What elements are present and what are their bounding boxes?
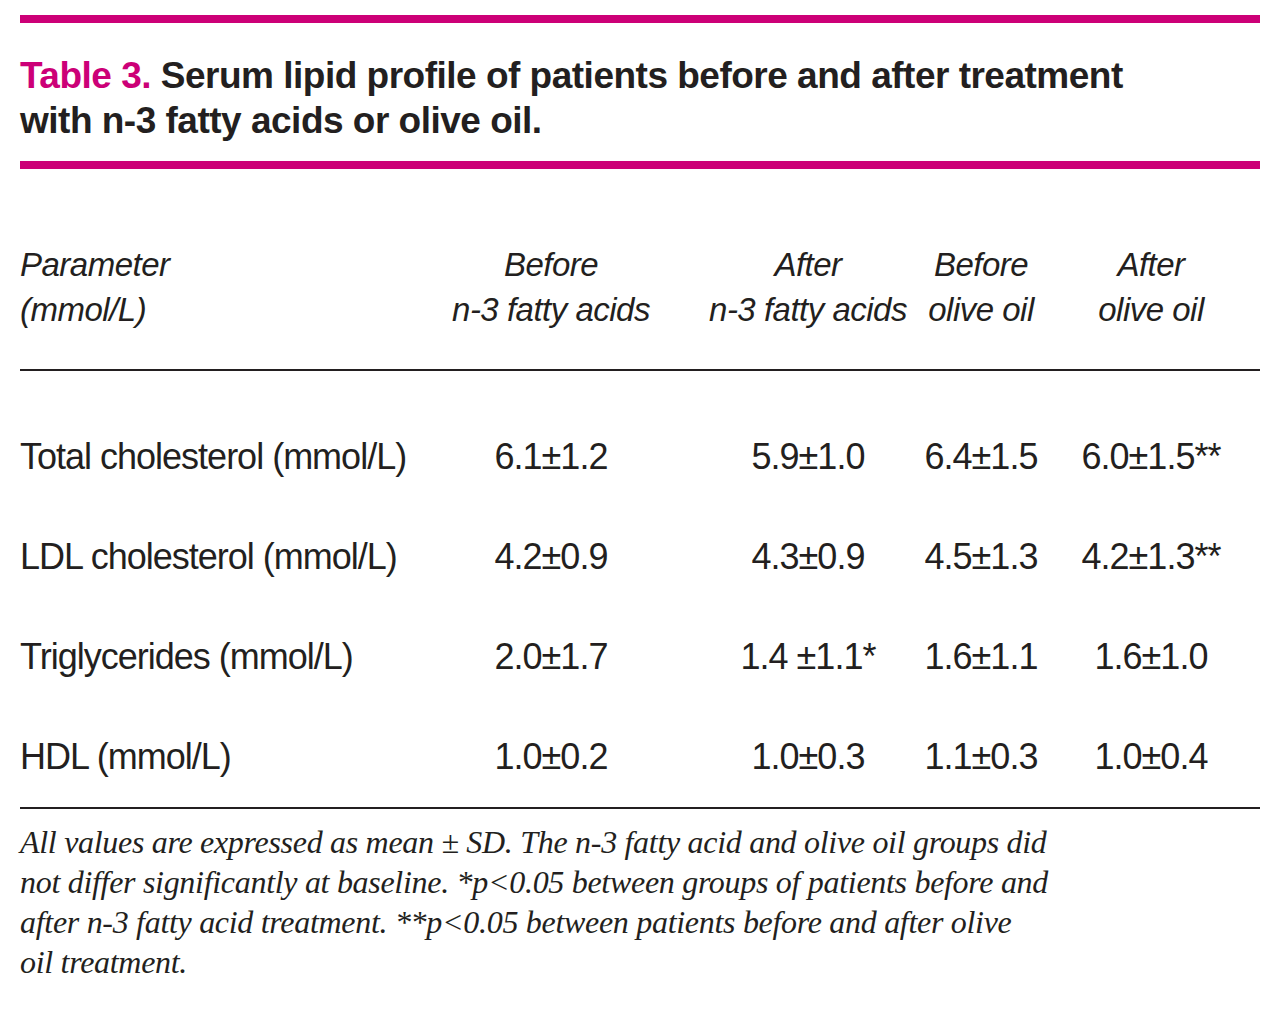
header-after-n3-line2: n-3 fatty acids [696, 287, 920, 332]
value-after-olive: 1.6±1.0 [1042, 636, 1260, 678]
table-header-row: Parameter (mmol/L) Before n-3 fatty acid… [20, 242, 1260, 332]
footnote-line3: after n-3 fatty acid treatment. **p<0.05… [20, 902, 1260, 942]
header-after-olive-line2: olive oil [1042, 287, 1260, 332]
row-label: Total cholesterol (mmol/L) [20, 436, 406, 478]
row-label: Triglycerides (mmol/L) [20, 636, 406, 678]
top-accent-bar [20, 15, 1260, 23]
footnote-line4: oil treatment. [20, 942, 1260, 982]
value-before-olive: 6.4±1.5 [920, 436, 1042, 478]
row-label: HDL (mmol/L) [20, 736, 406, 778]
value-after-n3: 1.4 ±1.1* [696, 636, 920, 678]
value-after-n3: 1.0±0.3 [696, 736, 920, 778]
table-row-hdl: HDL (mmol/L) 1.0±0.2 1.0±0.3 1.1±0.3 1.0… [20, 707, 1260, 807]
table-number-label: Table 3. [20, 55, 151, 96]
header-parameter: Parameter (mmol/L) [20, 242, 406, 332]
header-before-olive-line1: Before [920, 242, 1042, 287]
header-after-olive: After olive oil [1042, 242, 1260, 332]
table-title-line2: with n-3 fatty acids or olive oil. [20, 98, 1260, 143]
table-title-line1: Table 3. Serum lipid profile of patients… [20, 53, 1260, 98]
value-after-n3: 5.9±1.0 [696, 436, 920, 478]
header-before-n3-line2: n-3 fatty acids [406, 287, 696, 332]
table-title: Table 3. Serum lipid profile of patients… [20, 53, 1260, 143]
header-parameter-line2: (mmol/L) [20, 287, 406, 332]
table-row-triglycerides: Triglycerides (mmol/L) 2.0±1.7 1.4 ±1.1*… [20, 607, 1260, 707]
table-row-ldl-cholesterol: LDL cholesterol (mmol/L) 4.2±0.9 4.3±0.9… [20, 507, 1260, 607]
value-after-olive: 4.2±1.3** [1042, 536, 1260, 578]
header-before-olive-line2: olive oil [920, 287, 1042, 332]
title-bottom-accent-bar [20, 161, 1260, 169]
value-before-n3: 6.1±1.2 [406, 436, 696, 478]
table-figure-page: Table 3. Serum lipid profile of patients… [0, 0, 1280, 1012]
header-after-n3: After n-3 fatty acids [696, 242, 920, 332]
value-before-olive: 1.1±0.3 [920, 736, 1042, 778]
value-after-n3: 4.3±0.9 [696, 536, 920, 578]
value-before-n3: 1.0±0.2 [406, 736, 696, 778]
value-after-olive: 1.0±0.4 [1042, 736, 1260, 778]
table-footnote: All values are expressed as mean ± SD. T… [20, 822, 1260, 982]
header-before-olive: Before olive oil [920, 242, 1042, 332]
header-after-olive-line1: After [1042, 242, 1260, 287]
header-before-n3: Before n-3 fatty acids [406, 242, 696, 332]
table-bottom-rule [20, 807, 1260, 809]
header-before-n3-line1: Before [406, 242, 696, 287]
table-top-rule [20, 369, 1260, 371]
row-label: LDL cholesterol (mmol/L) [20, 536, 406, 578]
value-before-n3: 4.2±0.9 [406, 536, 696, 578]
value-before-n3: 2.0±1.7 [406, 636, 696, 678]
table-title-text: Serum lipid profile of patients before a… [161, 55, 1123, 96]
footnote-line2: not differ significantly at baseline. *p… [20, 862, 1260, 902]
header-after-n3-line1: After [696, 242, 920, 287]
value-before-olive: 1.6±1.1 [920, 636, 1042, 678]
table-body: Total cholesterol (mmol/L) 6.1±1.2 5.9±1… [20, 407, 1260, 807]
value-before-olive: 4.5±1.3 [920, 536, 1042, 578]
header-parameter-line1: Parameter [20, 242, 406, 287]
value-after-olive: 6.0±1.5** [1042, 436, 1260, 478]
footnote-line1: All values are expressed as mean ± SD. T… [20, 822, 1260, 862]
table-row-total-cholesterol: Total cholesterol (mmol/L) 6.1±1.2 5.9±1… [20, 407, 1260, 507]
